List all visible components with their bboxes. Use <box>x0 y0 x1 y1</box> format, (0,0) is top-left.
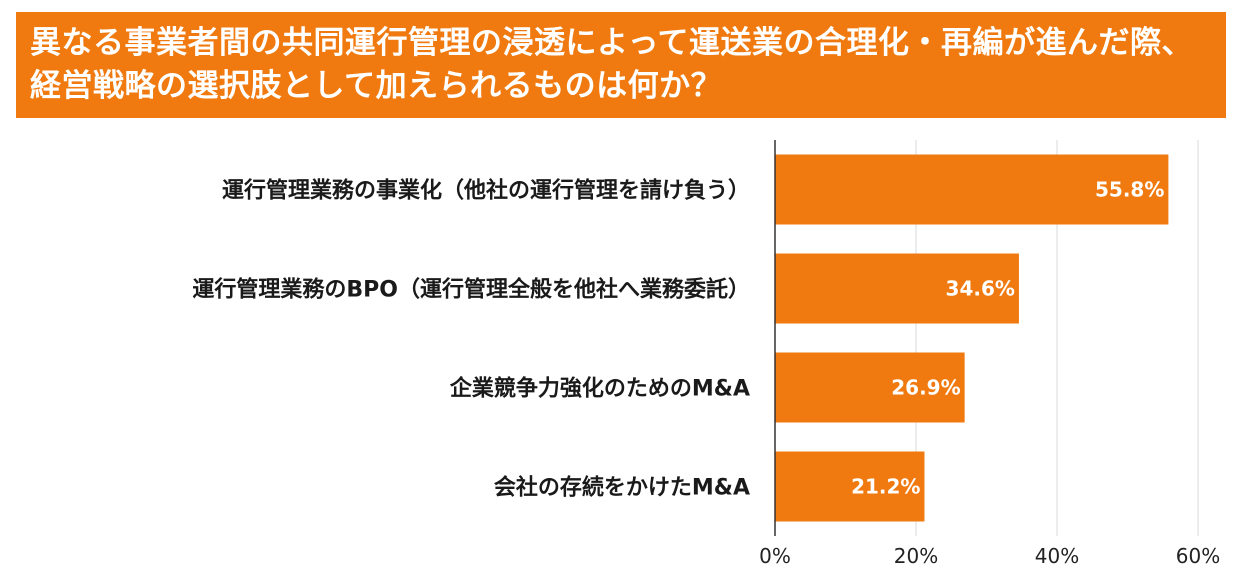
x-tick-label: 40% <box>1035 544 1079 568</box>
category-label: 運行管理業務のBPO（運行管理全般を他社へ業務委託） <box>192 277 750 303</box>
bar <box>775 154 1169 225</box>
chart-title: 異なる事業者間の共同運行管理の浸透によって運送業の合理化・再編が進んだ際、経営戦… <box>30 25 1194 104</box>
bar <box>775 451 925 522</box>
x-tick-label: 0% <box>759 544 791 568</box>
data-label: 34.6% <box>946 277 1015 301</box>
bar <box>775 253 1019 324</box>
x-tick-label: 60% <box>1176 544 1220 568</box>
data-label: 21.2% <box>851 475 920 499</box>
chart-title-banner: 異なる事業者間の共同運行管理の浸透によって運送業の合理化・再編が進んだ際、経営戦… <box>16 12 1226 118</box>
data-label: 55.8% <box>1095 178 1164 202</box>
category-label: 会社の存続をかけたM&A <box>494 475 750 501</box>
x-tick-label: 20% <box>894 544 938 568</box>
category-label: 企業競争力強化のためのM&A <box>449 376 750 402</box>
data-label: 26.9% <box>891 376 960 400</box>
category-label: 運行管理業務の事業化（他社の運行管理を請け負う） <box>222 178 750 204</box>
bar <box>775 352 965 423</box>
